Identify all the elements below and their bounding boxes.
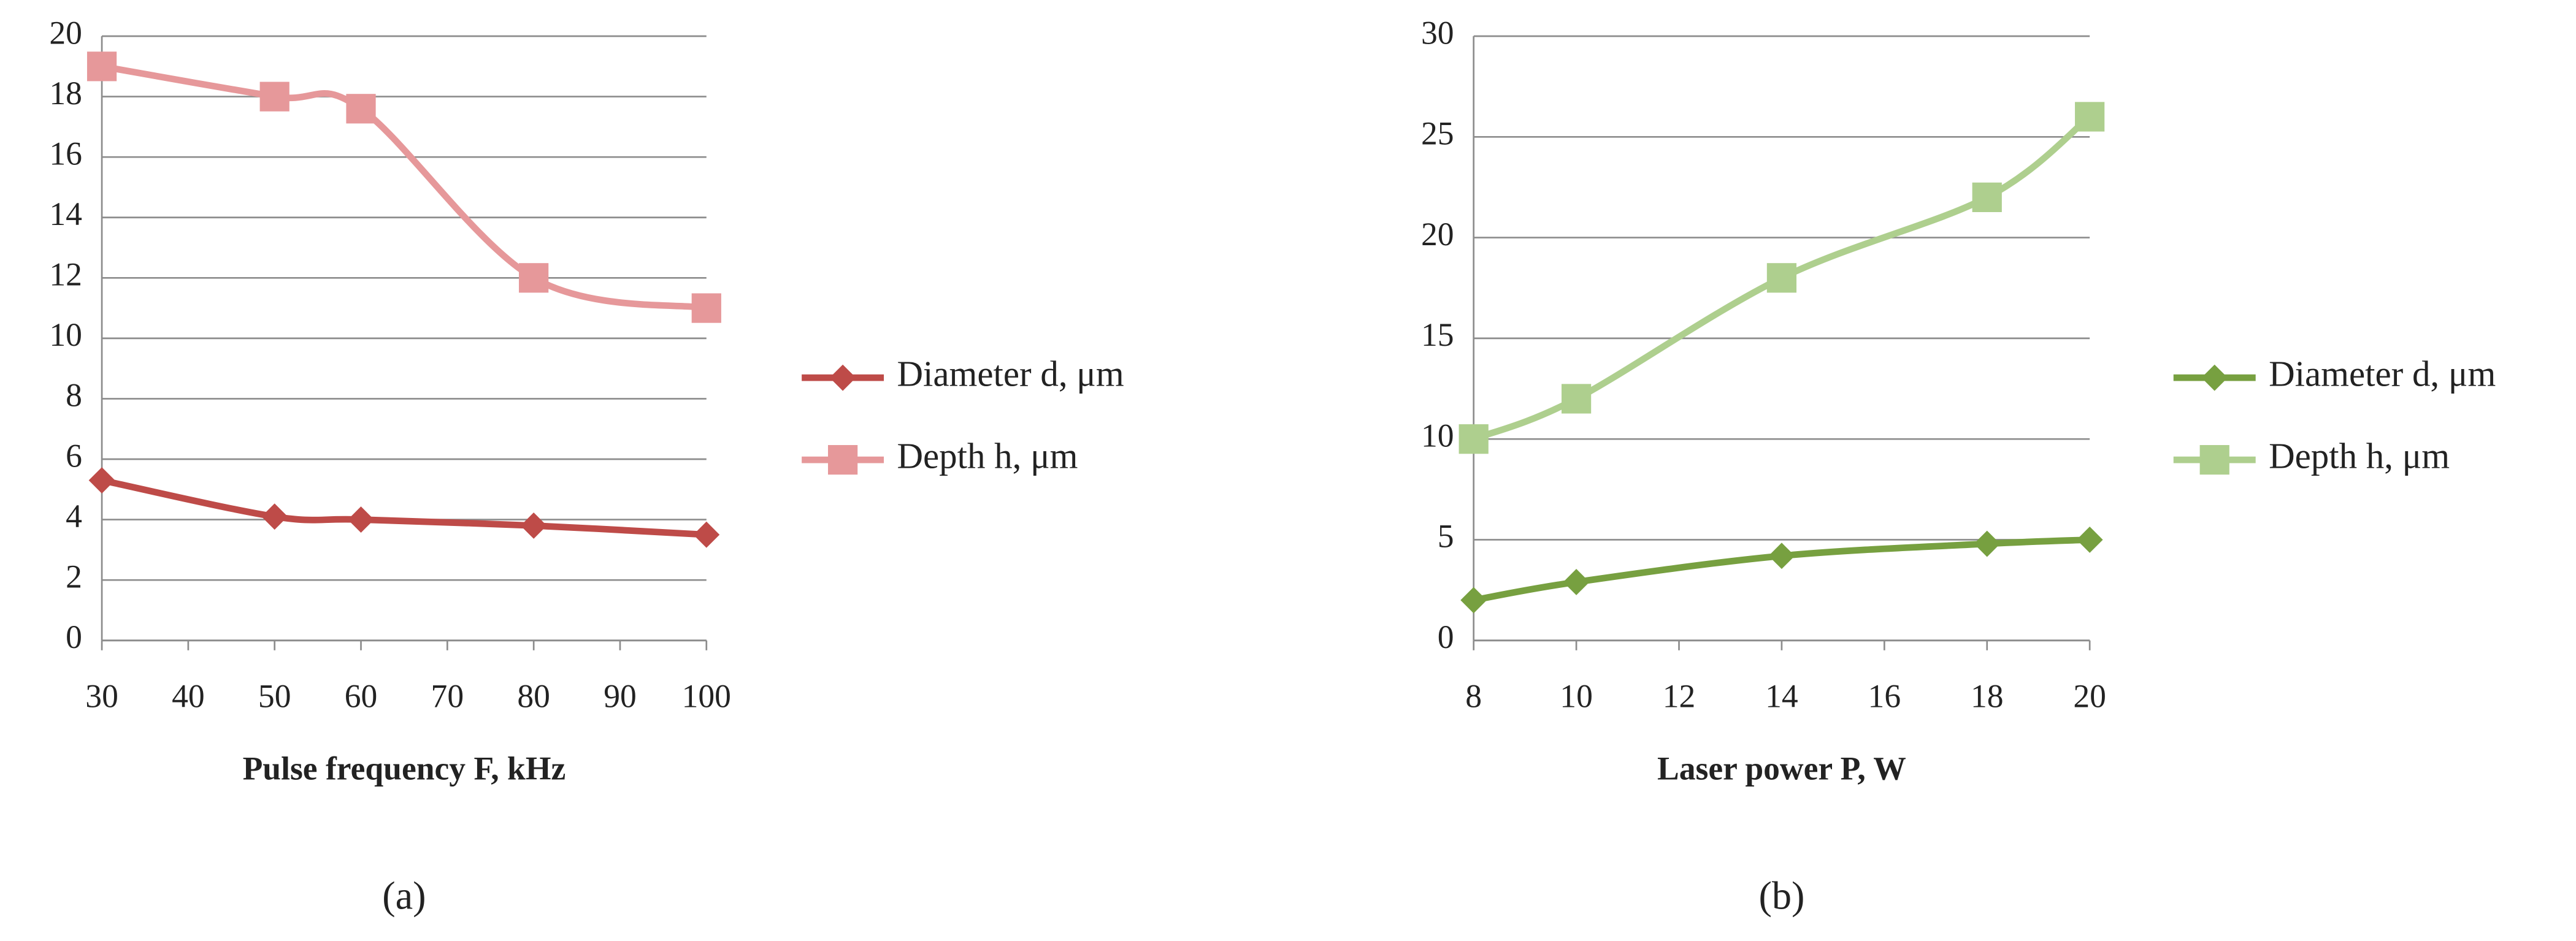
data-point	[259, 82, 289, 112]
data-point	[261, 503, 288, 530]
data-point	[1768, 543, 1795, 570]
data-point	[1974, 530, 2001, 557]
y-tick-label: 20	[1421, 216, 1454, 253]
y-tick-label: 4	[66, 498, 82, 535]
y-tick-label: 14	[49, 196, 82, 232]
data-point	[1459, 424, 1489, 454]
data-point	[2075, 102, 2105, 132]
x-tick-label: 50	[258, 677, 291, 714]
data-point	[519, 263, 549, 293]
legend-label: Diameter d, μm	[2269, 354, 2496, 394]
x-tick-label: 8	[1465, 677, 1482, 714]
y-tick-label: 20	[49, 14, 82, 51]
data-point	[1460, 587, 1487, 614]
x-tick-label: 40	[172, 677, 205, 714]
y-tick-label: 2	[66, 558, 82, 595]
data-point	[1563, 569, 1590, 595]
data-point	[348, 506, 374, 533]
y-tick-label: 10	[49, 316, 82, 353]
data-point	[693, 521, 720, 548]
series-line	[101, 63, 707, 311]
legend-marker	[829, 364, 856, 391]
x-tick-label: 20	[2073, 677, 2106, 714]
data-point	[1972, 182, 2002, 212]
y-tick-label: 30	[1421, 14, 1454, 51]
y-tick-label: 16	[49, 135, 82, 172]
x-tick-label: 100	[682, 677, 731, 714]
legend-label: Depth h, μm	[897, 436, 1078, 476]
y-tick-label: 0	[1438, 619, 1454, 655]
legend-label: Depth h, μm	[2269, 436, 2450, 476]
y-tick-label: 6	[66, 437, 82, 474]
y-tick-label: 5	[1438, 518, 1454, 555]
y-tick-label: 10	[1421, 417, 1454, 454]
x-tick-label: 10	[1560, 677, 1593, 714]
x-tick-label: 60	[345, 677, 378, 714]
x-tick-label: 14	[1765, 677, 1798, 714]
x-axis-label: Laser power P, W	[1657, 750, 1906, 787]
data-point	[1561, 384, 1592, 414]
data-point	[1766, 263, 1797, 293]
data-point	[691, 293, 721, 323]
x-tick-label: 16	[1868, 677, 1901, 714]
data-point	[2076, 527, 2103, 553]
x-axis-label: Pulse frequency F, kHz	[243, 750, 566, 787]
legend-label: Diameter d, μm	[897, 354, 1124, 394]
y-tick-label: 18	[49, 75, 82, 112]
x-tick-label: 18	[1971, 677, 2004, 714]
y-tick-label: 0	[66, 619, 82, 655]
x-tick-label: 12	[1663, 677, 1696, 714]
y-tick-label: 25	[1421, 115, 1454, 152]
data-point	[346, 94, 376, 124]
data-point	[88, 467, 115, 493]
x-tick-label: 80	[517, 677, 550, 714]
panel-label: (a)	[382, 874, 426, 918]
data-point	[86, 51, 117, 82]
legend-marker	[828, 444, 858, 475]
x-tick-label: 90	[604, 677, 637, 714]
legend-marker	[2201, 364, 2228, 391]
data-point	[520, 512, 547, 539]
y-tick-label: 8	[66, 377, 82, 414]
y-tick-label: 12	[49, 256, 82, 293]
series-line	[101, 477, 707, 538]
legend-marker	[2199, 444, 2229, 475]
y-tick-label: 15	[1421, 316, 1454, 353]
panel-label: (b)	[1758, 874, 1804, 918]
x-tick-label: 70	[431, 677, 464, 714]
x-tick-label: 30	[85, 677, 118, 714]
